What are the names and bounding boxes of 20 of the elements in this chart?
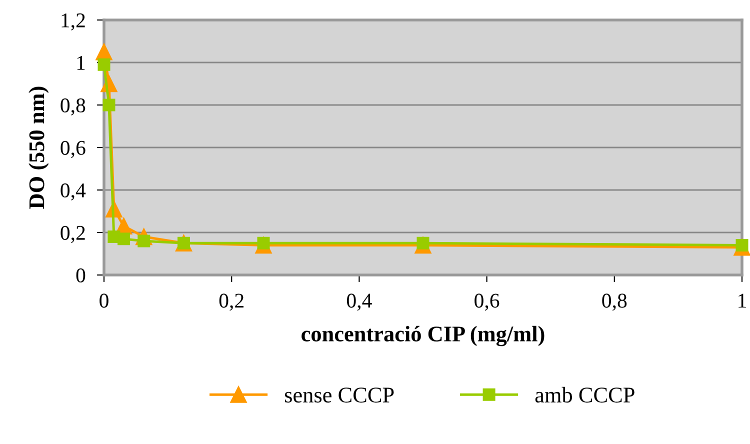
point: [102, 98, 116, 112]
legend-label: sense CCCP: [285, 388, 394, 403]
y-tick-label: 0,4: [60, 183, 86, 200]
x-tick-label: 0,4: [346, 294, 372, 311]
legend-label: amb CCCP: [535, 386, 634, 403]
y-axis-title: DO (550 nm): [28, 86, 49, 209]
x-tick-label: 0,8: [602, 294, 627, 311]
y-tick-label: 0,6: [60, 140, 86, 158]
y-tick-label: 0,8: [60, 98, 86, 116]
x-tick-label: 0,6: [474, 294, 500, 311]
x-tick-label: 1: [738, 294, 746, 308]
x-tick-label: 0,2: [219, 294, 244, 311]
y-tick-label: 0,2: [60, 226, 85, 243]
y-tick-label: 0: [76, 268, 86, 282]
x-tick-label: 0: [100, 294, 108, 308]
x-axis-title: concentració CIP (mg/ml): [302, 326, 544, 346]
point: [98, 58, 110, 71]
y-tick-label: 1,2: [62, 13, 85, 30]
point: [118, 232, 130, 246]
y-tick-label: 1: [77, 56, 85, 70]
